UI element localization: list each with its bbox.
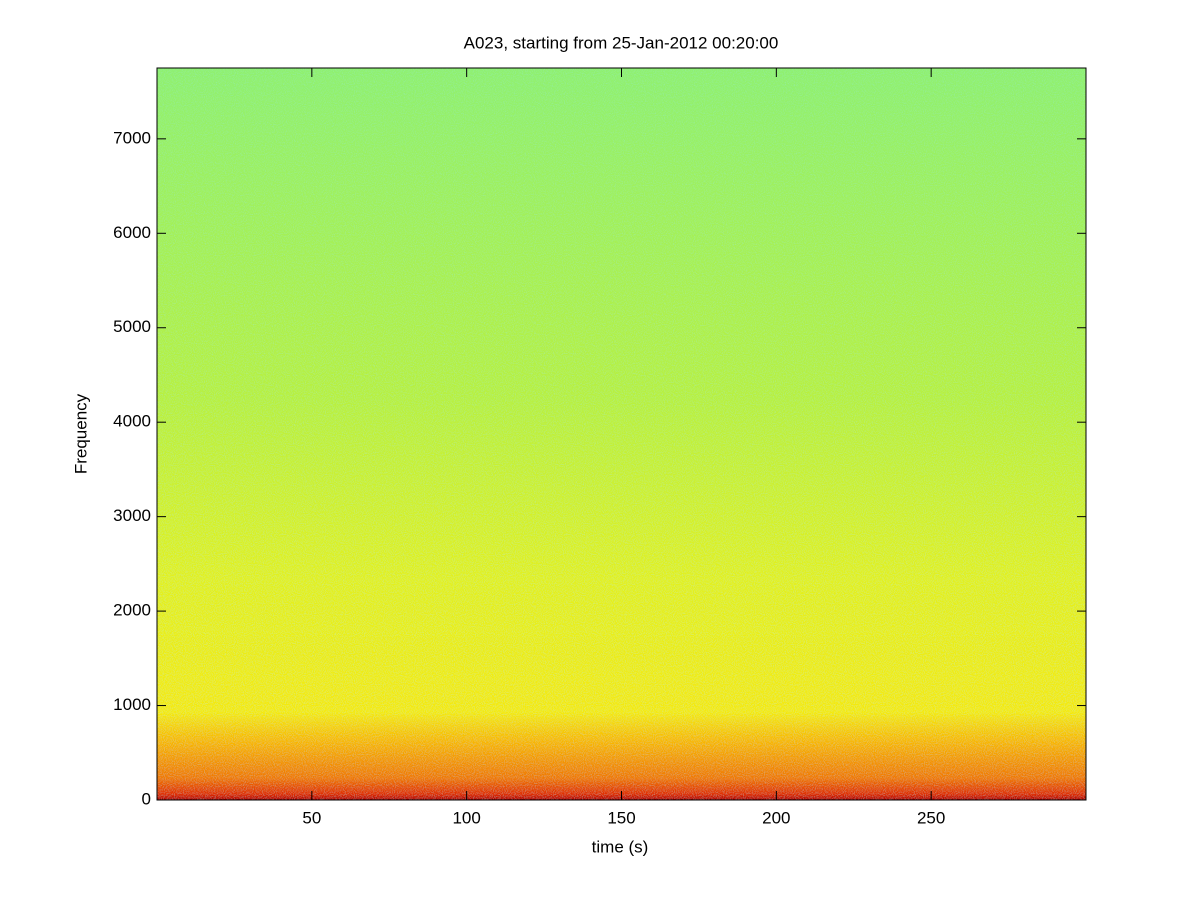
x-tick-label: 50 (302, 808, 321, 827)
y-tick-label: 2000 (113, 601, 151, 620)
x-tick-label: 250 (917, 808, 945, 827)
y-tick-label: 4000 (113, 412, 151, 431)
chart-title: A023, starting from 25-Jan-2012 00:20:00 (464, 33, 779, 52)
y-tick-label: 1000 (113, 695, 151, 714)
y-tick-label: 5000 (113, 317, 151, 336)
y-tick-label: 6000 (113, 223, 151, 242)
y-tick-label: 3000 (113, 506, 151, 525)
x-tick-label: 200 (762, 808, 790, 827)
y-tick-label: 7000 (113, 128, 151, 147)
y-tick-label: 0 (142, 789, 151, 808)
y-axis-label: Frequency (71, 393, 90, 474)
spectrogram-noise (157, 68, 1086, 800)
x-tick-label: 150 (607, 808, 635, 827)
x-axis-label: time (s) (592, 837, 649, 856)
x-tick-label: 100 (452, 808, 480, 827)
